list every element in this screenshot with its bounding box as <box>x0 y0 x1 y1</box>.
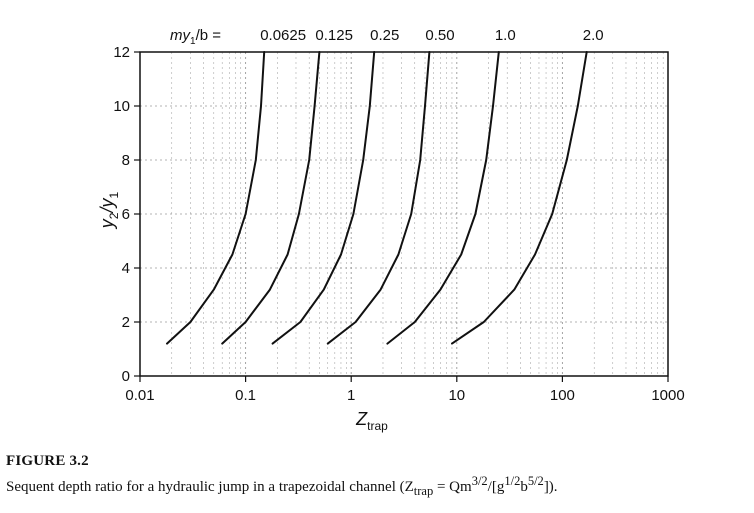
series-curve-4 <box>386 51 500 345</box>
x-axis-label-main: Z <box>355 409 368 429</box>
series-label-5: 2.0 <box>583 27 604 44</box>
caption-formula-f: 5/2 <box>527 474 544 488</box>
parameter-label: my1/b = <box>170 27 221 47</box>
x-axis-label: Ztrap <box>355 409 388 433</box>
caption-formula-a: = Qm <box>433 479 472 495</box>
caption-text-sub: trap <box>413 484 434 498</box>
y-tick-label-6: 12 <box>113 44 130 61</box>
y-axis-label-main: y <box>97 218 117 230</box>
series-curve-5 <box>451 51 588 345</box>
series-curve-1 <box>221 51 321 345</box>
y-axis-label-sub2: 1 <box>107 191 121 198</box>
figure-caption: FIGURE 3.2 Sequent depth ratio for a hyd… <box>6 451 746 501</box>
figure-caption-text: Sequent depth ratio for a hydraulic jump… <box>6 471 746 501</box>
chart-tick-labels: 0.0625 0.125 0.25 0.50 1.0 2.0 0 2 4 6 8 10 12 0.01 0.… <box>113 27 684 404</box>
y-tick-label-3: 6 <box>122 206 130 223</box>
series-curve-0 <box>166 51 266 345</box>
x-tick-label-5: 1000 <box>651 387 684 404</box>
x-tick-label-0: 0.01 <box>125 387 154 404</box>
chart-grid <box>139 52 668 376</box>
y-tick-label-2: 4 <box>122 260 130 277</box>
x-tick-label-4: 100 <box>550 387 575 404</box>
series-label-4: 1.0 <box>495 27 516 44</box>
series-curve-3 <box>326 51 431 345</box>
y-axis-label-group: y2/y1 <box>97 191 121 230</box>
x-axis-label-sub: trap <box>367 419 388 433</box>
caption-formula-b: 3/2 <box>471 474 488 488</box>
y-axis-label-sub1: 2 <box>107 212 121 219</box>
y-axis-label-mid: /y <box>97 198 117 215</box>
series-label-1: 0.125 <box>315 27 353 44</box>
x-tick-label-2: 1 <box>347 387 355 404</box>
series-curve-2 <box>271 51 376 345</box>
x-tick-label-3: 10 <box>448 387 465 404</box>
caption-formula-d: 1/2 <box>504 474 521 488</box>
series-label-3: 0.50 <box>425 27 454 44</box>
series-label-2: 0.25 <box>370 27 399 44</box>
y-axis-label: y2/y1 <box>97 191 121 230</box>
parameter-label-suffix: /b = <box>196 27 222 44</box>
chart-axes <box>134 51 669 382</box>
y-tick-label-5: 10 <box>113 98 130 115</box>
y-tick-label-4: 8 <box>122 152 130 169</box>
parameter-label-sub: 1 <box>190 36 196 47</box>
chart-series <box>166 51 588 345</box>
series-label-0: 0.0625 <box>260 27 306 44</box>
x-tick-label-1: 0.1 <box>235 387 256 404</box>
caption-formula-e: b <box>520 479 528 495</box>
caption-formula-g: ]). <box>543 479 558 495</box>
caption-text-main: Sequent depth ratio for a hydraulic jump… <box>6 479 414 495</box>
caption-formula-c: /[g <box>487 479 505 495</box>
y-tick-label-1: 2 <box>122 314 130 331</box>
figure-caption-title: FIGURE 3.2 <box>6 453 89 469</box>
parameter-label-prefix: my <box>170 27 191 44</box>
plot-frame <box>139 51 669 377</box>
y-tick-label-0: 0 <box>122 368 130 385</box>
